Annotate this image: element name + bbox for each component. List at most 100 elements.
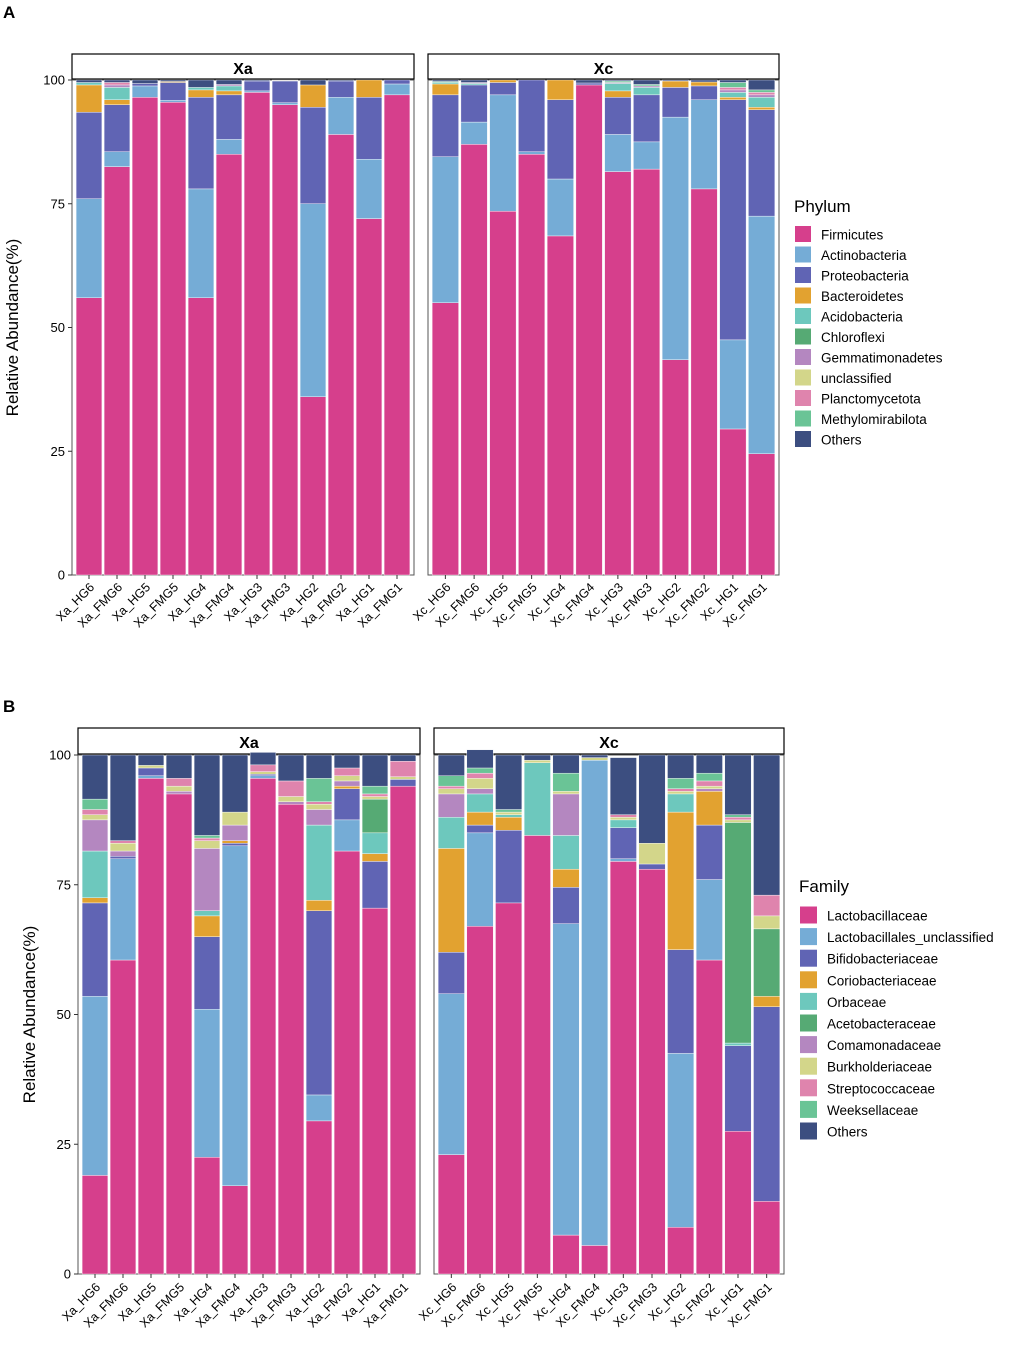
bar-segment: [438, 786, 464, 789]
bar-segment: [278, 755, 304, 781]
bar-segment: [720, 90, 746, 92]
bar-segment: [278, 797, 304, 802]
bar-segment: [691, 100, 717, 189]
bar-segment: [166, 778, 192, 786]
bar-segment: [328, 81, 354, 97]
bar-segment: [696, 789, 722, 792]
bar-segment: [662, 87, 688, 117]
bar-segment: [110, 841, 136, 844]
legend-swatch: [795, 349, 811, 365]
bar-segment: [384, 95, 410, 575]
bar-segment: [438, 776, 464, 786]
bar-segment: [216, 84, 242, 85]
legend-label: Others: [821, 433, 862, 448]
bar-segment: [438, 952, 464, 994]
legend-label: Streptococcaceae: [827, 1081, 935, 1096]
bar-segment: [639, 869, 665, 1274]
bar-segment: [104, 80, 130, 82]
legend-label: Comamonadaceae: [827, 1038, 941, 1053]
bar-segment: [328, 80, 354, 81]
bar-segment: [216, 154, 242, 575]
bar-segment: [753, 916, 779, 929]
bar-segment: [82, 903, 108, 996]
bar-segment: [82, 898, 108, 903]
bar-segment: [495, 903, 521, 1274]
bar-segment: [467, 926, 493, 1274]
bar-segment: [362, 833, 388, 854]
bar-segment: [467, 768, 493, 773]
bar-segment: [82, 851, 108, 898]
legend-label: Bifidobacteriaceae: [827, 952, 938, 967]
bar-segment: [188, 90, 214, 97]
bar-segment: [547, 100, 573, 179]
bar-segment: [104, 167, 130, 575]
bar-segment: [748, 90, 774, 92]
bar-segment: [432, 80, 458, 81]
legend-label: Burkholderiaceae: [827, 1060, 932, 1075]
bar-segment: [334, 820, 360, 851]
bar-segment: [300, 80, 326, 85]
bar-segment: [696, 960, 722, 1274]
bar-segment: [633, 87, 659, 94]
bar-segment: [467, 825, 493, 833]
bar-segment: [696, 880, 722, 960]
bar-segment: [222, 1186, 248, 1274]
bar-segment: [334, 851, 360, 1274]
bar-segment: [467, 833, 493, 926]
bar-segment: [194, 1009, 220, 1157]
bar-segment: [250, 776, 276, 779]
bar-segment: [432, 95, 458, 157]
bar-segment: [753, 996, 779, 1006]
legend-label: Bacteroidetes: [821, 289, 904, 304]
bar-segment: [518, 152, 544, 154]
bar-segment: [753, 1007, 779, 1202]
bar-segment: [720, 97, 746, 99]
bar-segment: [576, 83, 602, 85]
bar-segment: [390, 777, 416, 780]
bar-segment: [748, 110, 774, 216]
bar-segment: [306, 778, 332, 801]
bar-segment: [104, 85, 130, 87]
bar-segment: [667, 755, 693, 778]
bar-segment: [720, 100, 746, 340]
legend-label: Acidobacteria: [821, 310, 903, 325]
bar-segment: [216, 86, 242, 91]
bar-segment: [461, 144, 487, 575]
y-tick-label: 75: [57, 877, 71, 892]
bar-segment: [633, 80, 659, 84]
bar-segment: [244, 81, 270, 91]
bar-segment: [362, 794, 388, 797]
bar-segment: [104, 152, 130, 167]
bar-segment: [222, 846, 248, 1186]
bar-segment: [160, 80, 186, 81]
legend-label: Lactobacillales_unclassified: [827, 930, 994, 945]
bar-segment: [300, 85, 326, 107]
bar-segment: [132, 83, 158, 85]
bar-segment: [605, 172, 631, 575]
bar-segment: [390, 786, 416, 1274]
bar-segment: [667, 789, 693, 792]
bar-segment: [490, 95, 516, 211]
bar-segment: [610, 817, 636, 820]
legend-label: Methylomirabilota: [821, 412, 927, 427]
legend-title: Phylum: [794, 197, 851, 216]
bar-segment: [667, 794, 693, 812]
bar-segment: [160, 82, 186, 100]
facet-xa: XaXa_HG6Xa_FMG6Xa_HG5Xa_FMG5Xa_HG4Xa_FMG…: [53, 54, 414, 630]
bar-segment: [356, 219, 382, 575]
bar-segment: [432, 82, 458, 83]
bar-segment: [104, 105, 130, 152]
bar-segment: [334, 786, 360, 789]
legend-swatch: [795, 431, 811, 447]
bar-segment: [306, 755, 332, 778]
bar-segment: [110, 856, 136, 859]
bar-segment: [306, 809, 332, 825]
bar-segment: [547, 179, 573, 236]
bar-segment: [691, 189, 717, 575]
legend-swatch: [795, 329, 811, 345]
bar-segment: [553, 773, 579, 791]
bar-segment: [553, 869, 579, 887]
bar-segment: [495, 812, 521, 815]
bar-segment: [272, 105, 298, 575]
bar-segment: [610, 820, 636, 828]
